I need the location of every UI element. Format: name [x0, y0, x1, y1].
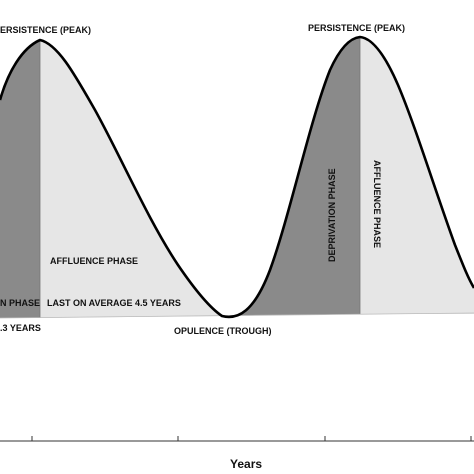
- average-duration-label: LAST ON AVERAGE 4.5 YEARS: [47, 298, 181, 308]
- business-cycle-curve: [0, 35, 474, 319]
- affluence-phase-vertical-label: AFFLUENCE PHASE: [372, 160, 382, 248]
- x-axis-title: Years: [230, 457, 262, 471]
- peak-label-left: ERSISTENCE (PEAK): [0, 25, 91, 35]
- left-affluence-region: [40, 40, 222, 318]
- peak-label-right: PERSISTENCE (PEAK): [308, 23, 405, 33]
- right-deprivation-region: [222, 37, 360, 317]
- trough-label: OPULENCE (TROUGH): [174, 326, 272, 336]
- right-affluence-region: [360, 37, 474, 314]
- affluence-phase-label: AFFLUENCE PHASE: [50, 256, 138, 266]
- left-deprivation-region: [0, 40, 40, 318]
- deprivation-phase-label: DEPRIVATION PHASE: [327, 168, 337, 262]
- years-label-cut: .3 YEARS: [0, 323, 41, 333]
- phase-label-cut: N PHASE: [0, 298, 40, 308]
